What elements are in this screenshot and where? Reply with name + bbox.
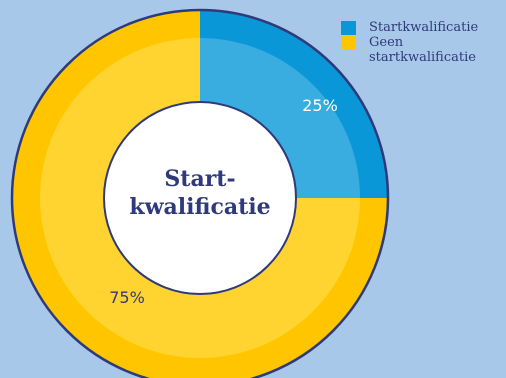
legend: Startkwalificatie Geen startkwalificatie (341, 20, 506, 65)
slice-label-1: 75% (109, 288, 145, 307)
legend-item-startkwalificatie: Startkwalificatie (341, 20, 506, 35)
percentage-labels: 25% 75% (109, 96, 338, 307)
legend-item-geen-startkwalificatie: Geen startkwalificatie (341, 35, 506, 65)
slice-label-0: 25% (302, 96, 338, 115)
legend-label: Startkwalificatie (369, 20, 479, 35)
center-label-line-1: Start- (164, 166, 235, 192)
center-label-line-2: kwalificatie (129, 194, 270, 220)
center-circle (103, 101, 297, 295)
chart-outline (10, 8, 390, 378)
legend-swatch-geen-startkwalificatie (341, 36, 356, 50)
legend-label: Geen startkwalificatie (369, 35, 476, 65)
legend-swatch-startkwalificatie (341, 21, 356, 35)
